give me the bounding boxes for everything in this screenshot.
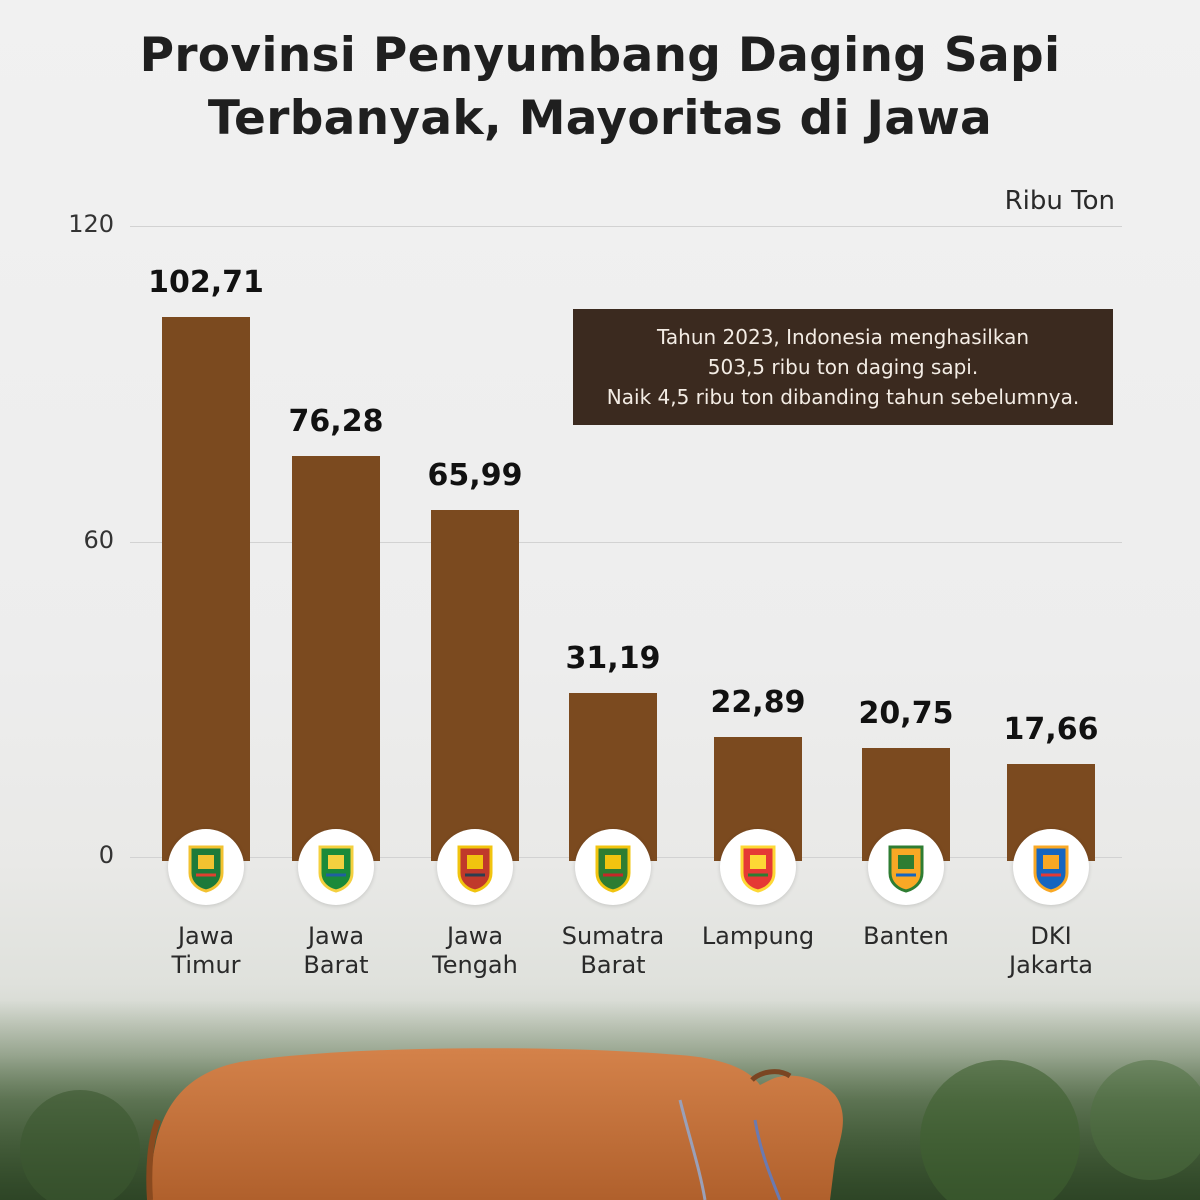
sumatra-barat-emblem-icon [575,829,651,905]
bar-value-label: 22,89 [710,684,806,720]
lampung-emblem-icon [720,829,796,905]
note-line-2: 503,5 ribu ton daging sapi. [707,355,979,379]
x-category-label-line: Lampung [701,922,815,950]
x-category-label: Jawa Tengah [400,922,550,980]
x-category-label: Banten [831,922,981,951]
bar [162,316,250,861]
cow-on-grass-photo [0,1000,1200,1200]
jawa-barat-emblem-icon [298,829,374,905]
x-category-label: Lampung [683,922,833,951]
x-category-label: Sumatra Barat [538,922,688,980]
bar-value-label: 65,99 [427,458,523,493]
x-category-label: Jawa Barat [261,922,411,980]
title-line-2: Terbanyak, Mayoritas di Jawa [207,91,993,146]
bar-value-label: 102,71 [148,264,264,300]
unit-label: Ribu Ton [1004,186,1115,216]
x-category-label-line: Jakarta [1009,951,1093,979]
y-tick-label: 0 [98,841,114,869]
x-category-label-line: Timur [171,951,241,979]
gridline [130,226,1122,227]
y-tick-label: 60 [83,525,114,554]
x-category-label-line: Jawa [177,922,235,950]
x-category-label-line: Banten [863,922,949,950]
x-category-label: Jawa Timur [131,922,281,980]
summary-note-box: Tahun 2023, Indonesia menghasilkan 503,5… [573,309,1113,425]
dki-jakarta-emblem-icon [1013,829,1089,905]
note-line-1: Tahun 2023, Indonesia menghasilkan [656,325,1030,349]
x-category-label-line: Tengah [432,951,518,979]
x-category-label-line: Jawa [307,922,365,950]
bar-value-label: 20,75 [858,695,954,731]
bar [431,510,519,861]
title-line-1: Provinsi Penyumbang Daging Sapi [139,28,1061,83]
jawa-timur-emblem-icon [168,829,244,905]
jawa-tengah-emblem-icon [437,829,513,905]
banten-emblem-icon [868,829,944,905]
bar-value-label: 17,66 [1003,712,1099,748]
bar-value-label: 31,19 [565,640,661,676]
x-category-label: DKI Jakarta [976,922,1126,980]
x-category-label-line: Sumatra [561,922,665,950]
note-line-3: Naik 4,5 ribu ton dibanding tahun sebelu… [606,385,1080,409]
x-category-label-line: DKI [1030,922,1072,950]
x-category-label-line: Barat [580,951,646,979]
y-tick-label: 120 [68,210,114,238]
x-category-label-line: Jawa [446,922,504,950]
x-category-label-line: Barat [303,951,369,979]
bar-value-label: 76,28 [288,403,384,439]
gridline [130,541,1122,543]
chart-title: Provinsi Penyumbang Daging Sapi Terbanya… [0,24,1200,150]
bar [292,455,380,861]
